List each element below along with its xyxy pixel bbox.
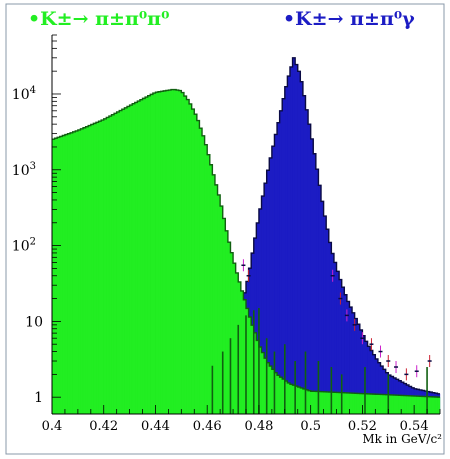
x-tick-label-5: 0.5 bbox=[300, 419, 321, 434]
x-tick-label-2: 0.44 bbox=[141, 419, 170, 434]
legend-k-to-pi-pi0-gamma: •K±→ π±π⁰γ bbox=[283, 8, 415, 30]
y-tick-label-2-exponent: 2 bbox=[30, 237, 36, 248]
figure-border bbox=[5, 3, 445, 455]
x-tick-label-3: 0.46 bbox=[193, 419, 222, 434]
y-tick-label-2-base: 10 bbox=[12, 239, 30, 255]
y-tick-label-3-base: 10 bbox=[12, 163, 30, 179]
x-axis-label: Mk in GeV/c² bbox=[362, 432, 442, 446]
series-0-outline bbox=[52, 88, 440, 398]
y-tick-label-3: 103 bbox=[12, 161, 36, 179]
y-tick-label-4-base: 10 bbox=[12, 87, 30, 103]
x-tick-label-7: 0.54 bbox=[400, 419, 429, 434]
y-tick-label-3-exponent: 3 bbox=[30, 161, 36, 172]
legend-k-to-pi-pi0-pi0: •K±→ π±π⁰π⁰ bbox=[28, 8, 170, 30]
y-tick-label-0-base: 1 bbox=[34, 390, 43, 406]
y-tick-label-1: 10 bbox=[25, 314, 43, 330]
y-tick-label-4-exponent: 4 bbox=[30, 85, 36, 96]
x-tick-label-4: 0.48 bbox=[244, 419, 273, 434]
x-tick-label-1: 0.42 bbox=[89, 419, 118, 434]
y-tick-label-1-base: 10 bbox=[25, 314, 43, 330]
y-tick-label-0: 1 bbox=[34, 390, 43, 406]
x-tick-label-0: 0.4 bbox=[42, 419, 63, 434]
y-tick-label-4: 104 bbox=[12, 85, 36, 103]
y-tick-label-2: 102 bbox=[12, 237, 36, 255]
x-tick-label-6: 0.52 bbox=[348, 419, 377, 434]
series-1-outline bbox=[238, 57, 440, 395]
